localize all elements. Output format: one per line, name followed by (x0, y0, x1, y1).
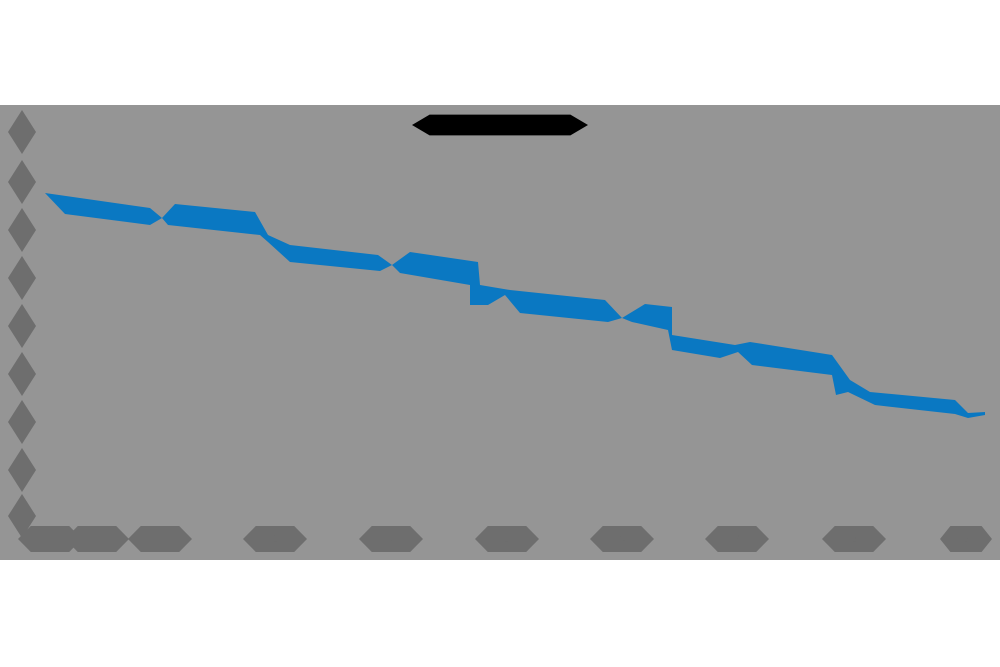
chart-title: Conversion Rate (412, 114, 588, 136)
x-tick-label: 5 (475, 526, 539, 552)
x-tick-label: 6 (590, 526, 654, 552)
x-tick-label: 9 (940, 526, 992, 552)
x-tick-label: 1 (65, 526, 129, 552)
plot-area (0, 105, 1000, 560)
x-tick-label: 7 (705, 526, 769, 552)
x-tick-label: 2 (128, 526, 192, 552)
x-tick-label: 4 (359, 526, 423, 552)
x-tick-label: 3 (243, 526, 307, 552)
x-tick-label: 8 (822, 526, 886, 552)
